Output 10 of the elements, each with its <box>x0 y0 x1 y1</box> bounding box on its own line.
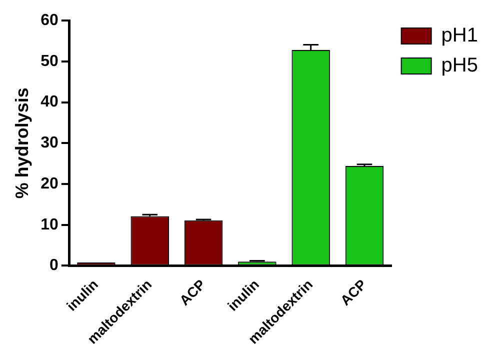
y-tick-label: 0 <box>49 257 58 274</box>
y-tick-label: 50 <box>40 52 58 70</box>
y-tick-label: 30 <box>40 134 58 152</box>
y-tick-label: 10 <box>40 216 58 234</box>
y-axis-title: % hydrolysis <box>12 88 32 199</box>
y-tick-label: 40 <box>40 94 58 111</box>
legend-label: pH1 <box>441 24 478 47</box>
y-tick-label: 60 <box>40 12 58 30</box>
y-tick-label: 20 <box>40 175 58 192</box>
legend-label: pH5 <box>441 54 478 77</box>
